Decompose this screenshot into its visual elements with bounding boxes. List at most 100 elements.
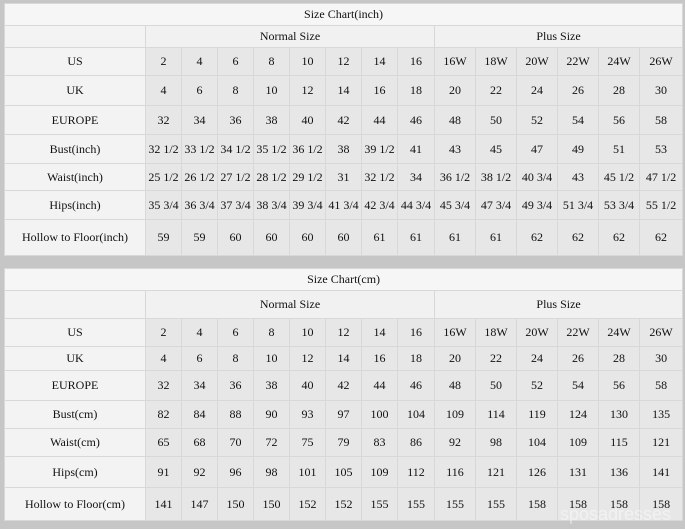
size-cell: 48: [434, 370, 476, 401]
size-cell: 32: [145, 370, 182, 401]
size-cell: 2: [145, 318, 182, 347]
size-cell: 40: [289, 105, 326, 135]
row-label: Bust(cm): [4, 400, 146, 429]
row-label: EUROPE: [4, 370, 146, 401]
row-label: UK: [4, 75, 146, 106]
row-label: Bust(inch): [4, 134, 146, 164]
size-cell: 16: [397, 47, 435, 76]
size-cell: 24W: [598, 47, 640, 76]
size-cell: 121: [475, 456, 517, 488]
group-header-row: Normal Size Plus Size: [4, 25, 684, 48]
size-cell: 147: [181, 487, 218, 521]
size-cell: 155: [475, 487, 517, 521]
size-cell: 26: [557, 346, 599, 371]
row-label: Waist(cm): [4, 428, 146, 457]
size-cell: 56: [598, 105, 640, 135]
size-cell: 12: [289, 346, 326, 371]
size-chart-inch: Size Chart(inch) Normal Size Plus Size US 2 4…: [3, 3, 684, 256]
size-cell: 12: [289, 75, 326, 106]
size-cell: 43: [434, 134, 476, 164]
size-cell: 60: [217, 219, 254, 256]
size-cell: 75: [289, 428, 326, 457]
size-cell: 30: [638, 346, 684, 371]
size-cell: 83: [361, 428, 398, 457]
table-row: UK 4 6 8 10 12 14 16 18 20 22 24 26 28 30: [4, 75, 684, 106]
size-cell: 36 3/4: [181, 190, 218, 220]
size-cell: 16: [361, 346, 398, 371]
size-cell: 16W: [434, 318, 476, 347]
size-cell: 40: [289, 370, 326, 401]
size-cell: 36: [217, 105, 254, 135]
size-cell: 28: [598, 346, 640, 371]
size-cell: 150: [217, 487, 254, 521]
plus-size-header: Plus Size: [433, 290, 684, 319]
size-cell: 54: [557, 105, 599, 135]
size-cell: 32 1/2: [361, 163, 398, 191]
size-cell: 44: [361, 370, 398, 401]
size-cell: 46: [397, 370, 435, 401]
size-cell: 43: [557, 163, 599, 191]
size-cell: 105: [325, 456, 362, 488]
size-cell: 10: [253, 346, 290, 371]
size-cell: 37 3/4: [217, 190, 254, 220]
size-cell: 40 3/4: [516, 163, 558, 191]
size-cell: 34 1/2: [217, 134, 254, 164]
table-row: US 2 4 6 8 10 12 14 16 16W 18W 20W 22W 24W 26W: [4, 318, 684, 347]
size-cell: 48: [434, 105, 476, 135]
empty-corner-cell: [4, 25, 146, 48]
row-label: Hollow to Floor(inch): [4, 219, 146, 256]
size-cell: 33 1/2: [181, 134, 218, 164]
size-cell: 26W: [638, 318, 684, 347]
size-cell: 59: [181, 219, 218, 256]
size-cell: 26W: [638, 47, 684, 76]
size-cell: 61: [361, 219, 398, 256]
size-cell: 92: [181, 456, 218, 488]
size-cell: 4: [181, 318, 218, 347]
size-cell: 155: [361, 487, 398, 521]
size-cell: 47 3/4: [475, 190, 517, 220]
size-cell: 152: [289, 487, 326, 521]
size-cell: 38: [253, 105, 290, 135]
size-cell: 34: [181, 370, 218, 401]
size-cell: 58: [638, 105, 684, 135]
table-row: Bust(cm) 82 84 88 90 93 97 100 104 109 114 119 124 13…: [4, 400, 684, 429]
size-cell: 22: [475, 346, 517, 371]
size-cell: 44 3/4: [397, 190, 435, 220]
size-cell: 14: [325, 75, 362, 106]
table-row: Waist(inch) 25 1/2 26 1/2 27 1/2 28 1/2 29 1/…: [4, 163, 684, 191]
size-cell: 70: [217, 428, 254, 457]
size-cell: 59: [145, 219, 182, 256]
size-cell: 35 1/2: [253, 134, 290, 164]
row-label: Hollow to Floor(cm): [4, 487, 146, 521]
table-row: Hollow to Floor(inch) 59 59 60 60 60 60 61 61 61 6…: [4, 219, 684, 256]
size-cell: 115: [598, 428, 640, 457]
size-cell: 41 3/4: [325, 190, 362, 220]
size-cell: 141: [638, 456, 684, 488]
size-cell: 38 1/2: [475, 163, 517, 191]
title-row: Size Chart(inch): [3, 3, 684, 26]
size-cell: 47 1/2: [638, 163, 684, 191]
size-cell: 18: [397, 75, 435, 106]
size-cell: 12: [325, 318, 362, 347]
size-cell: 38: [325, 134, 362, 164]
size-cell: 18W: [475, 47, 517, 76]
size-cell: 18W: [475, 318, 517, 347]
table-row: Hollow to Floor(cm) 141 147 150 150 152 152 155…: [4, 487, 684, 521]
size-cell: 65: [145, 428, 182, 457]
row-label: Hips(inch): [4, 190, 146, 220]
size-cell: 16: [397, 318, 435, 347]
chart-title: Size Chart(inch): [3, 3, 684, 26]
size-cell: 18: [397, 346, 435, 371]
size-cell: 98: [253, 456, 290, 488]
size-cell: 10: [289, 318, 326, 347]
size-cell: 60: [289, 219, 326, 256]
size-cell: 22: [475, 75, 517, 106]
size-cell: 42 3/4: [361, 190, 398, 220]
size-cell: 6: [181, 75, 218, 106]
size-cell: 8: [217, 75, 254, 106]
size-cell: 82: [145, 400, 182, 429]
size-cell: 131: [557, 456, 599, 488]
size-cell: 52: [516, 370, 558, 401]
size-cell: 60: [253, 219, 290, 256]
size-cell: 20W: [516, 318, 558, 347]
